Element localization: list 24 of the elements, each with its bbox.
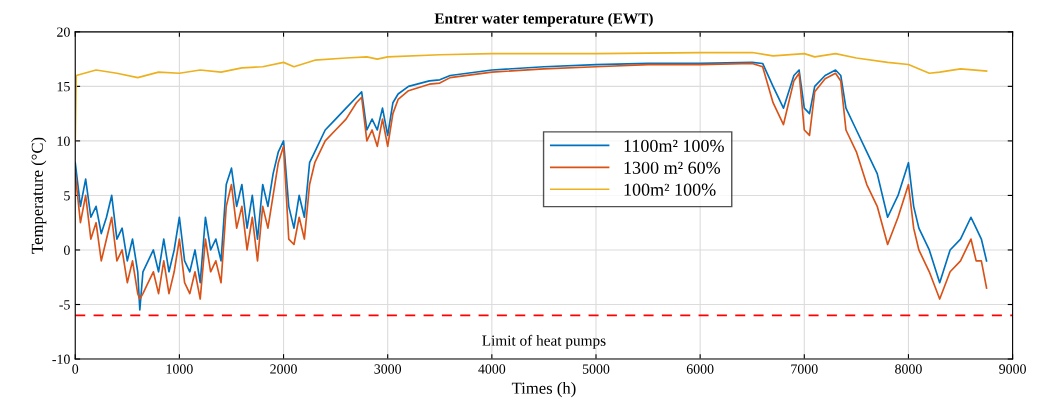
legend-label: 1100m² 100% — [624, 139, 724, 152]
legend-label: 100m² 100% — [624, 183, 716, 196]
x-tick-label: 4000 — [478, 364, 506, 374]
y-tick-label: -5 — [59, 300, 70, 310]
y-tick-label: 15 — [57, 82, 70, 92]
y-tick-label: 5 — [64, 191, 70, 201]
x-tick-label: 9000 — [999, 364, 1026, 374]
legend-label: 1300 m² 60% — [624, 161, 721, 174]
ref-line-label: Limit of heat pumps — [482, 334, 606, 349]
y-tick-label: 10 — [57, 136, 70, 146]
chart-title: Entrer water temperature (EWT) — [434, 12, 653, 27]
y-tick-label: -10 — [52, 354, 70, 364]
x-tick-label: 2000 — [270, 364, 297, 374]
x-axis-title: Times (h) — [511, 382, 576, 398]
y-tick-label: 0 — [63, 245, 70, 255]
x-tick-label: 5000 — [582, 364, 610, 374]
x-tick-label: 0 — [72, 364, 79, 374]
x-tick-label: 7000 — [791, 364, 818, 374]
x-tick-label: 6000 — [686, 364, 714, 374]
x-tick-label: 3000 — [374, 364, 402, 374]
x-tick-label: 8000 — [895, 364, 922, 374]
y-axis-title: Temperature (°C) — [31, 137, 47, 254]
x-tick-label: 1000 — [166, 364, 193, 374]
y-tick-label: 20 — [57, 27, 70, 37]
